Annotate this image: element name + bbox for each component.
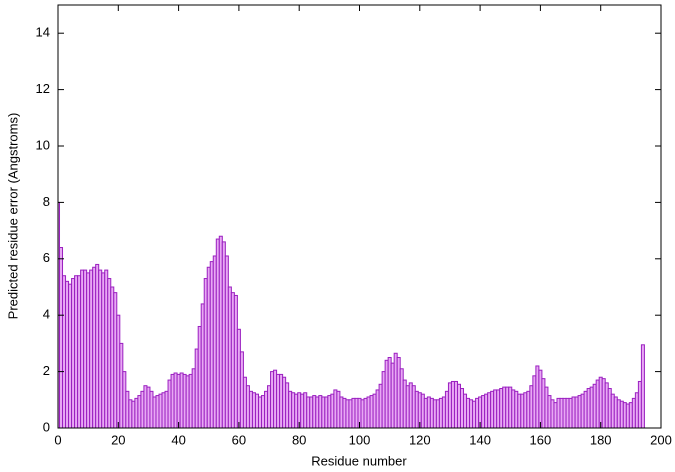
bars <box>58 201 645 428</box>
y-tick-label: 14 <box>36 25 50 40</box>
y-tick-label: 10 <box>36 137 50 152</box>
bar <box>640 344 645 428</box>
x-tick-label: 20 <box>111 432 125 447</box>
x-tick-label: 200 <box>650 432 672 447</box>
y-tick-label: 0 <box>43 419 50 434</box>
y-tick-label: 2 <box>43 363 50 378</box>
x-tick-label: 180 <box>590 432 612 447</box>
y-tick-label: 8 <box>43 194 50 209</box>
x-tick-label: 60 <box>232 432 246 447</box>
plot-frame <box>57 4 662 429</box>
x-tick-label: 80 <box>292 432 306 447</box>
x-tick-label: 40 <box>171 432 185 447</box>
x-tick-label: 100 <box>349 432 371 447</box>
y-tick-label: 12 <box>36 81 50 96</box>
x-tick-label: 0 <box>54 432 61 447</box>
y-tick-label: 6 <box>43 250 50 265</box>
y-tick-label: 4 <box>43 307 50 322</box>
y-axis-label: Predicted residue error (Angstroms) <box>5 113 20 320</box>
x-tick-label: 140 <box>469 432 491 447</box>
x-tick-label: 160 <box>530 432 552 447</box>
x-tick-label: 120 <box>409 432 431 447</box>
x-axis-label: Residue number <box>311 453 407 468</box>
